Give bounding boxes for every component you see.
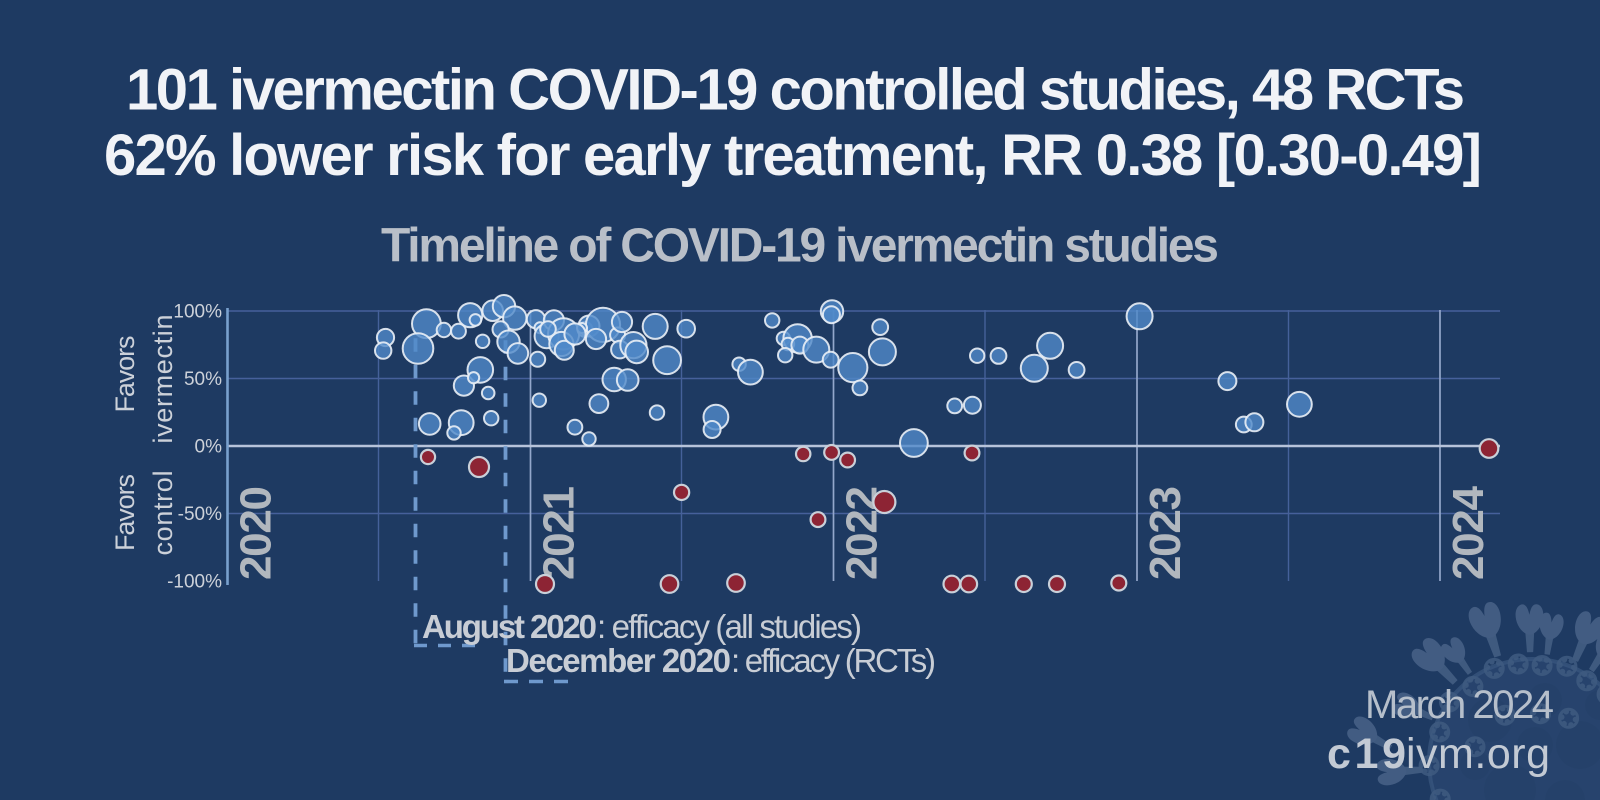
svg-text:2023: 2023 [1141, 486, 1190, 580]
svg-text:-100%: -100% [167, 572, 222, 593]
svg-text:: efficacy (all studies): : efficacy (all studies) [597, 608, 862, 645]
svg-text:: efficacy (RCTs): : efficacy (RCTs) [731, 642, 936, 679]
svg-text:50%: 50% [184, 369, 222, 390]
svg-text:100%: 100% [173, 302, 222, 323]
svg-text:December 2020: December 2020 [506, 642, 731, 679]
svg-text:62% lower risk for early treat: 62% lower risk for early treatment, RR 0… [104, 123, 1482, 188]
svg-text:ivermectin: ivermectin [148, 315, 178, 444]
svg-text:Timeline of COVID-19 ivermecti: Timeline of COVID-19 ivermectin studies [381, 220, 1219, 273]
svg-text:2020: 2020 [232, 486, 281, 580]
svg-text:Favors: Favors [110, 474, 140, 551]
svg-text:0%: 0% [195, 437, 223, 458]
svg-text:c19: c19 [1327, 730, 1406, 778]
svg-text:March 2024: March 2024 [1365, 683, 1554, 727]
svg-text:August 2020: August 2020 [422, 608, 597, 645]
svg-text:101 ivermectin COVID-19 contro: 101 ivermectin COVID-19 controlled studi… [126, 58, 1465, 123]
svg-text:-50%: -50% [178, 504, 222, 525]
svg-text:2021: 2021 [535, 486, 584, 580]
svg-text:2024: 2024 [1444, 485, 1493, 580]
svg-text:ivm.org: ivm.org [1406, 730, 1550, 778]
svg-text:Favors: Favors [110, 336, 140, 413]
svg-text:control: control [148, 471, 178, 556]
